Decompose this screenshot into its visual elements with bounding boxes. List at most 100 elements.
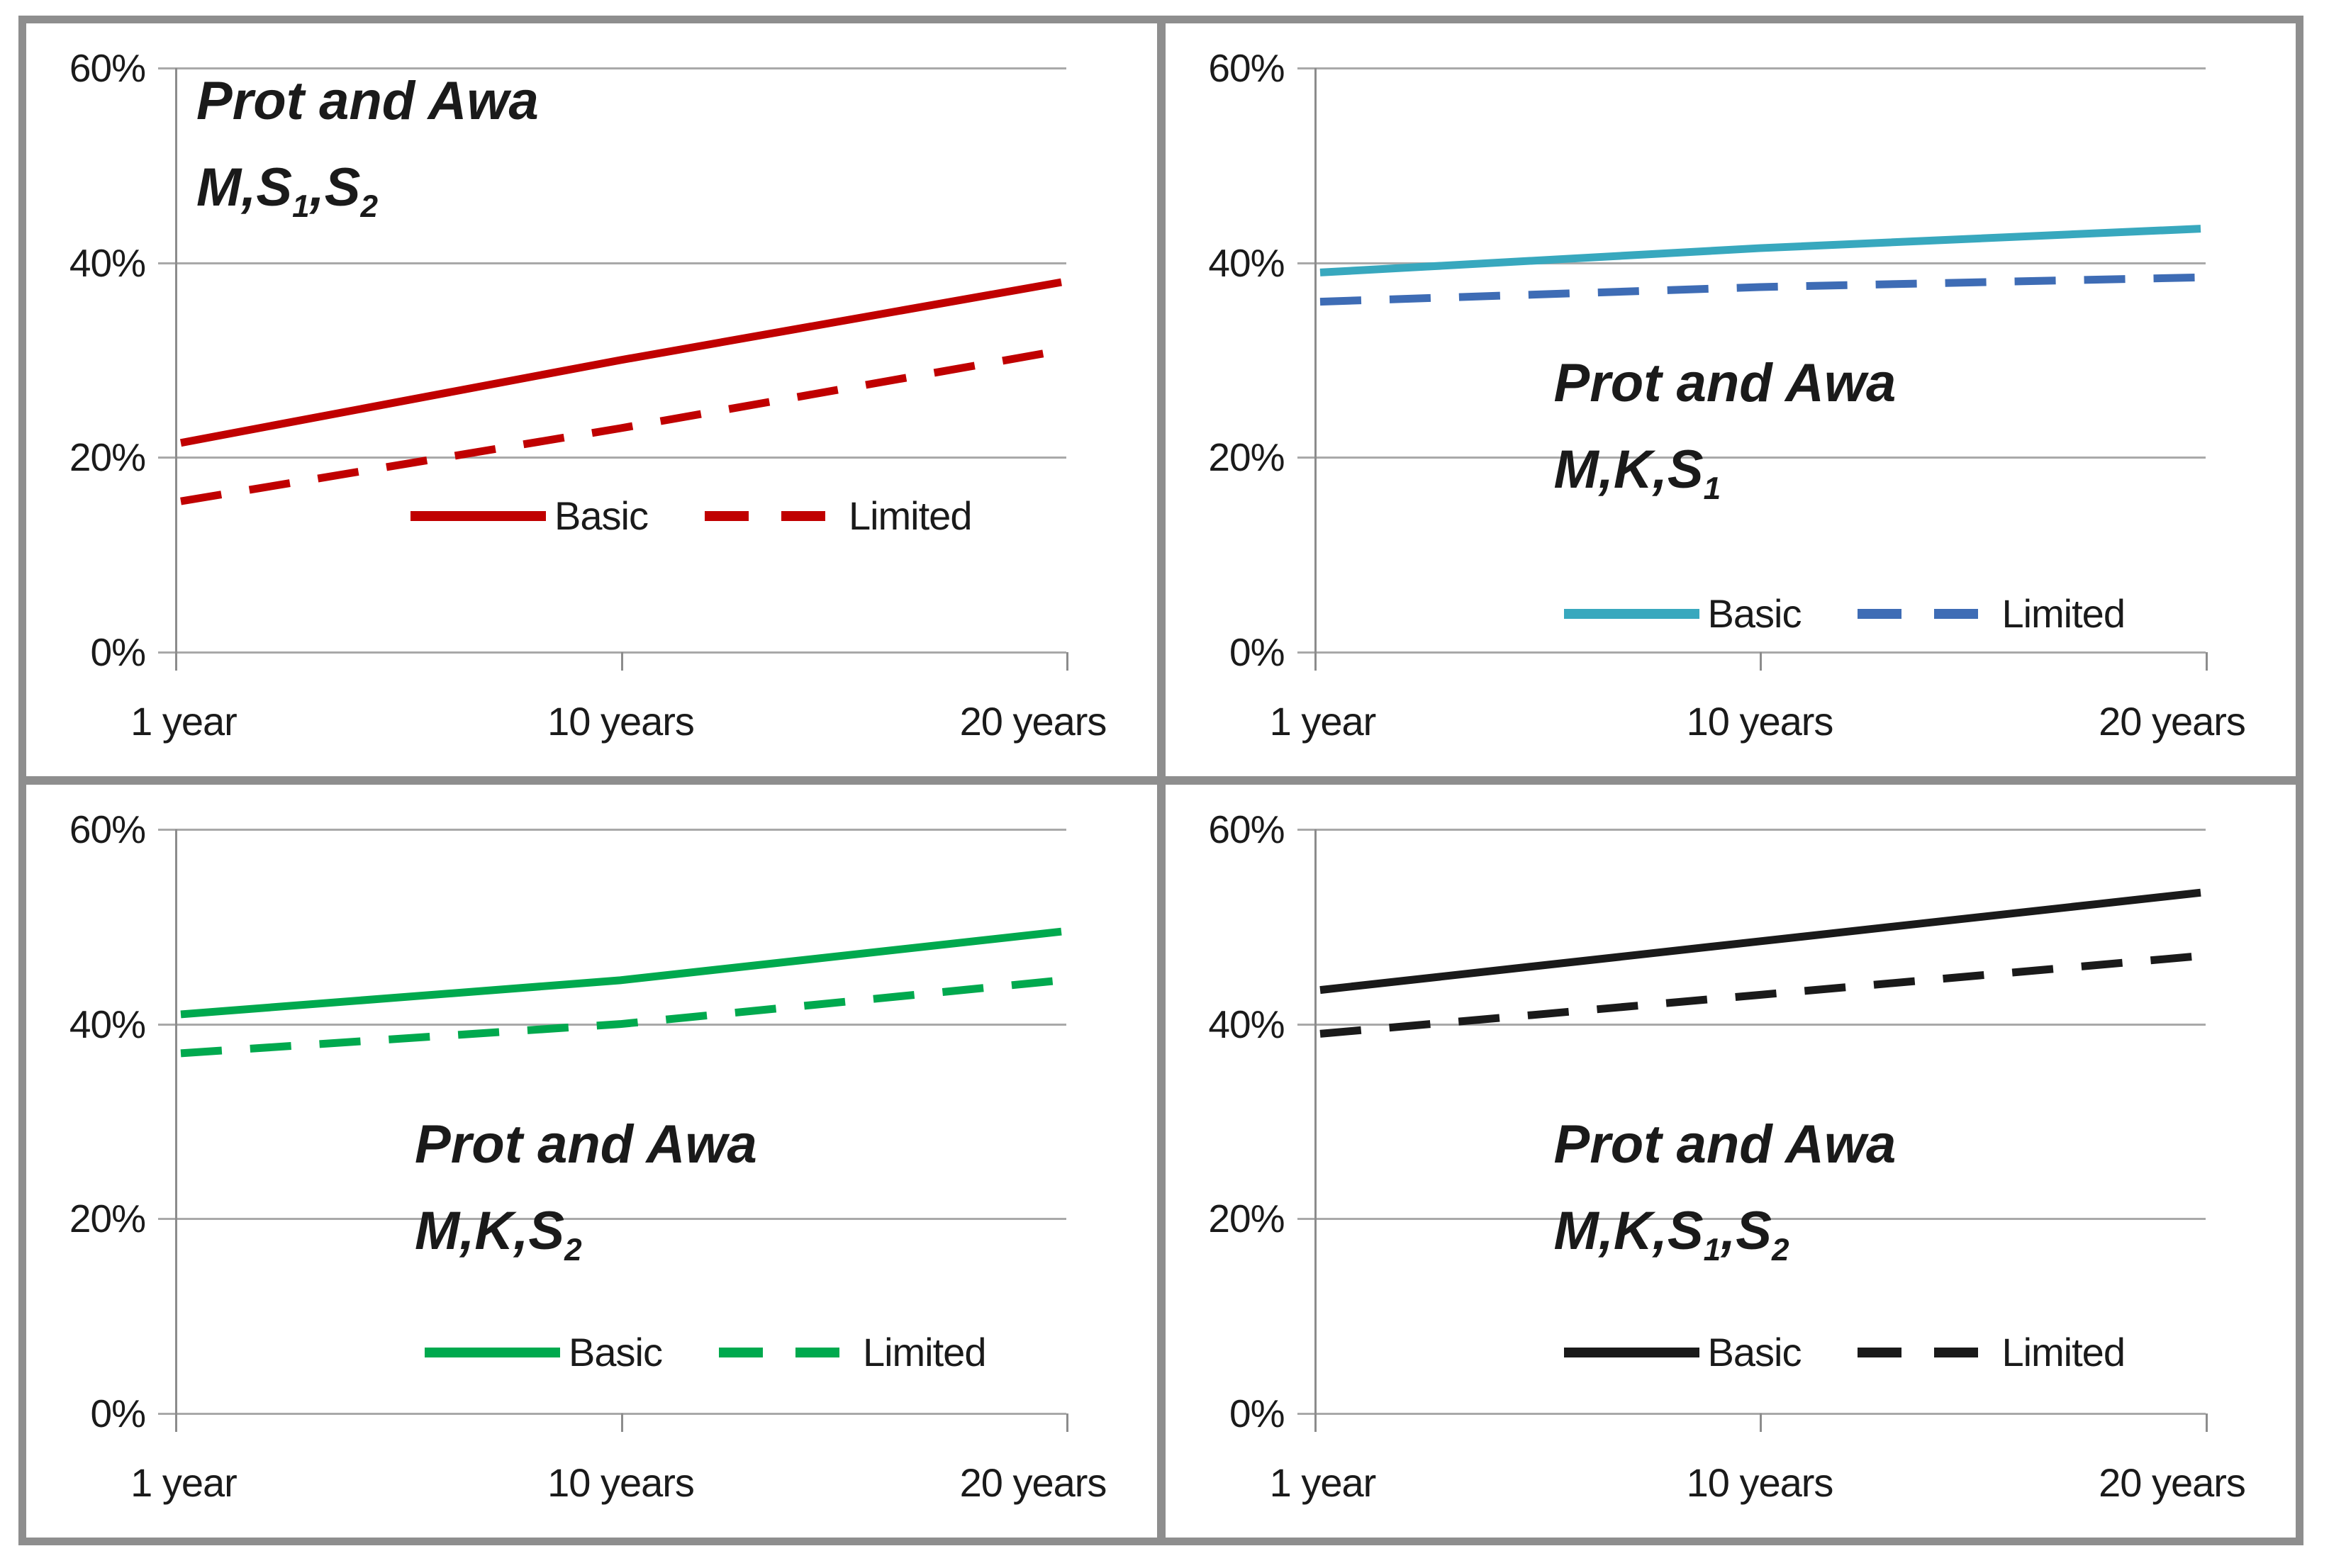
chart-grid-figure: 60% 40% 20% 0% 1 year 10 years 20 years Prot an…: [18, 16, 2303, 1545]
y-axis-tick-label: 60%: [69, 46, 146, 90]
legend-basic-line-sample: [1563, 1347, 1699, 1357]
chart-title-line1: Prot and Awa: [415, 1114, 757, 1175]
series-line-limited: [1319, 952, 2201, 1038]
x-axis-tick-mark: [2205, 1413, 2208, 1432]
y-axis-tick-label: 40%: [1208, 1002, 1285, 1046]
legend: Basic Limited: [409, 493, 973, 539]
x-axis-tick-mark: [1066, 652, 1068, 671]
x-axis-label-1: 1 year: [1269, 699, 1377, 744]
panel-top-left: 60% 40% 20% 0% 1 year 10 years 20 years Prot an…: [26, 23, 1157, 776]
gridline-40pct: [158, 262, 1066, 264]
chart-title-line2: M,K,S2: [415, 1201, 582, 1268]
line-plot: [180, 927, 1062, 1058]
chart-title-line2: M,K,S1,S2: [1553, 1201, 1789, 1268]
chart-title-line1: Prot and Awa: [1553, 1114, 1897, 1175]
y-axis-tick-label: 40%: [1208, 240, 1285, 285]
y-axis-tick-label: 0%: [1229, 630, 1285, 674]
y-axis-tick-label: 40%: [69, 240, 146, 285]
legend-label-limited: Limited: [2001, 1330, 2126, 1374]
x-axis-tick-mark: [1760, 652, 1762, 671]
chart-title-line1: Prot and Awa: [196, 71, 539, 131]
x-axis-label-3: 20 years: [959, 1460, 1107, 1505]
legend-basic-line-sample: [410, 510, 546, 521]
x-axis-label-2: 10 years: [547, 1460, 695, 1505]
gridline-60pct: [1297, 67, 2206, 69]
x-axis-label-2: 10 years: [1686, 699, 1834, 744]
y-axis-tick-label: 20%: [1208, 1197, 1285, 1241]
y-axis-line: [175, 68, 177, 671]
legend-limited-line-sample: [1858, 1347, 1994, 1357]
gridline-0pct: [158, 1413, 1066, 1415]
x-axis-tick-mark: [1760, 1413, 1762, 1432]
y-axis-tick-label: 0%: [1229, 1391, 1285, 1435]
legend: Basic Limited: [423, 1329, 987, 1375]
x-axis-label-3: 20 years: [2099, 699, 2246, 744]
x-axis-tick-mark: [620, 652, 623, 671]
chart-title: Prot and Awa M,K,S1,S2: [1553, 1114, 1897, 1268]
legend-label-limited: Limited: [2001, 591, 2126, 636]
y-axis-line: [175, 829, 177, 1432]
gridline-20pct: [1297, 457, 2206, 459]
y-axis-tick-label: 0%: [90, 630, 147, 674]
x-axis-tick-mark: [2205, 652, 2208, 671]
legend-label-basic: Basic: [554, 493, 649, 538]
y-axis-tick-label: 20%: [69, 1197, 146, 1241]
gridline-60pct: [158, 67, 1066, 69]
panel-bottom-right: 60% 40% 20% 0% 1 year 10 years 20 years Prot an…: [1165, 785, 2296, 1538]
gridline-0pct: [1297, 1413, 2206, 1415]
x-axis-label-1: 1 year: [1269, 1460, 1377, 1505]
series-line-basic: [179, 278, 1062, 447]
legend-basic-line-sample: [425, 1347, 560, 1357]
y-axis-tick-label: 60%: [1208, 807, 1285, 851]
series-line-basic: [1319, 225, 2201, 276]
x-axis-label-2: 10 years: [547, 699, 695, 744]
x-axis-label-2: 10 years: [1686, 1460, 1834, 1505]
y-axis-tick-label: 20%: [1208, 435, 1285, 480]
x-axis-label-1: 1 year: [130, 1460, 238, 1505]
x-axis-label-3: 20 years: [959, 699, 1107, 744]
gridline-20pct: [158, 457, 1066, 459]
gridline-40pct: [1297, 1023, 2206, 1026]
line-plot: [1319, 888, 2201, 1038]
legend-limited-line-sample: [718, 1347, 854, 1357]
chart-title-line2: M,S1,S2: [196, 157, 378, 225]
chart-title-line2: M,K,S1: [1553, 439, 1721, 507]
y-axis-tick-label: 60%: [69, 807, 146, 851]
legend-limited-line-sample: [1858, 608, 1994, 619]
legend-label-basic: Basic: [1707, 1330, 1802, 1374]
x-axis-label-3: 20 years: [2099, 1460, 2246, 1505]
chart-title: Prot and Awa M,K,S1: [1553, 353, 1897, 507]
gridline-0pct: [158, 651, 1066, 654]
panel-top-right: 60% 40% 20% 0% 1 year 10 years 20 years Prot an…: [1165, 23, 2296, 776]
line-plot: [1319, 225, 2201, 306]
y-axis-line: [1314, 829, 1317, 1432]
legend-label-basic: Basic: [569, 1330, 663, 1374]
y-axis-tick-label: 60%: [1208, 46, 1285, 90]
y-axis-tick-label: 0%: [90, 1391, 147, 1435]
gridline-20pct: [1297, 1218, 2206, 1221]
y-axis-tick-label: 20%: [69, 435, 146, 480]
legend-basic-line-sample: [1563, 608, 1699, 619]
series-line-basic: [180, 927, 1062, 1019]
chart-title: Prot and Awa M,S1,S2: [196, 71, 539, 225]
gridline-0pct: [1297, 651, 2206, 654]
legend-label-basic: Basic: [1707, 591, 1802, 636]
gridline-20pct: [158, 1218, 1066, 1221]
line-plot: [179, 278, 1062, 505]
chart-title-line1: Prot and Awa: [1553, 353, 1897, 413]
gridline-60pct: [1297, 829, 2206, 831]
series-line-limited: [180, 976, 1062, 1058]
series-line-limited: [1319, 273, 2201, 306]
legend: Basic Limited: [1563, 590, 2126, 637]
y-axis-line: [1314, 68, 1317, 671]
legend-label-limited: Limited: [862, 1330, 987, 1374]
x-axis-tick-mark: [620, 1413, 623, 1432]
series-line-basic: [1319, 888, 2201, 995]
legend: Basic Limited: [1563, 1329, 2126, 1375]
series-line-limited: [180, 346, 1062, 505]
y-axis-tick-label: 40%: [69, 1002, 146, 1046]
x-axis-label-1: 1 year: [130, 699, 238, 744]
legend-label-limited: Limited: [848, 493, 973, 538]
x-axis-tick-mark: [1066, 1413, 1068, 1432]
gridline-60pct: [158, 829, 1066, 831]
